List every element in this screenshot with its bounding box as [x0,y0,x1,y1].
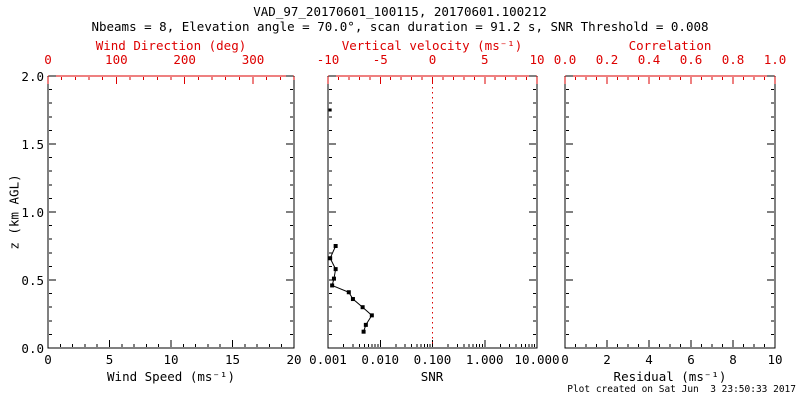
x-tick-label: 0 [561,352,569,367]
snr-profile [328,244,374,334]
x-tick-label: 20 [286,352,302,367]
plot-title: VAD_97_20170601_100115, 20170601.100212 [253,4,547,19]
residual-axis-title: Residual (ms⁻¹) [613,369,727,384]
top-tick-label: 100 [105,52,128,67]
wind-direction-axis-title: Wind Direction (deg) [95,38,247,53]
top-tick-label: 1.0 [763,52,787,67]
y-tick-label: 2.0 [21,69,44,84]
x-tick-label: 0 [44,352,52,367]
top-tick-label: 0.2 [595,52,619,67]
plot-subtitle: Nbeams = 8, Elevation angle = 70.0°, sca… [91,19,709,34]
top-tick-label: -10 [316,52,340,67]
x-tick-label: 15 [224,352,241,367]
x-tick-label: 0.100 [413,352,452,367]
x-tick-label: 6 [687,352,695,367]
top-tick-label: 0 [428,52,437,67]
wind-speed-axis-title: Wind Speed (ms⁻¹) [107,369,235,384]
y-tick-label: 1.0 [21,205,44,220]
top-tick-label: 0.0 [553,52,577,67]
top-tick-label: 10 [529,52,545,67]
y-tick-label: 1.5 [21,137,44,152]
top-tick-label: 0 [44,52,52,67]
x-tick-label: 5 [105,352,114,367]
x-tick-label: 10 [767,352,783,367]
height-axis-title: z (km AGL) [6,174,22,250]
correlation-axis-title: Correlation [628,38,712,53]
top-tick-label: 0.6 [679,52,703,67]
top-tick-label: -5 [372,52,388,67]
x-tick-label: 10.000 [514,352,560,367]
y-tick-label: 0.0 [21,341,44,356]
top-tick-label: 200 [173,52,196,67]
x-tick-label: 8 [729,352,737,367]
plot-created-timestamp: Plot created on Sat Jun 3 23:50:33 2017 [567,384,796,395]
top-tick-label: 0.8 [721,52,745,67]
snr-axis-title: SNR [420,369,444,384]
top-tick-label: 300 [241,52,265,67]
vertical-velocity-axis-title: Vertical velocity (ms⁻¹) [341,38,523,53]
x-tick-label: 1.000 [465,352,504,367]
top-tick-label: 0.4 [637,52,661,67]
x-tick-label: 0.001 [309,352,347,367]
y-tick-label: 0.5 [21,273,44,288]
x-tick-label: 4 [645,352,653,367]
x-tick-label: 0.010 [361,352,400,367]
x-tick-label: 10 [163,352,179,367]
top-tick-label: 5 [480,52,489,67]
snr-isolated-point [328,108,332,112]
x-tick-label: 2 [603,352,611,367]
